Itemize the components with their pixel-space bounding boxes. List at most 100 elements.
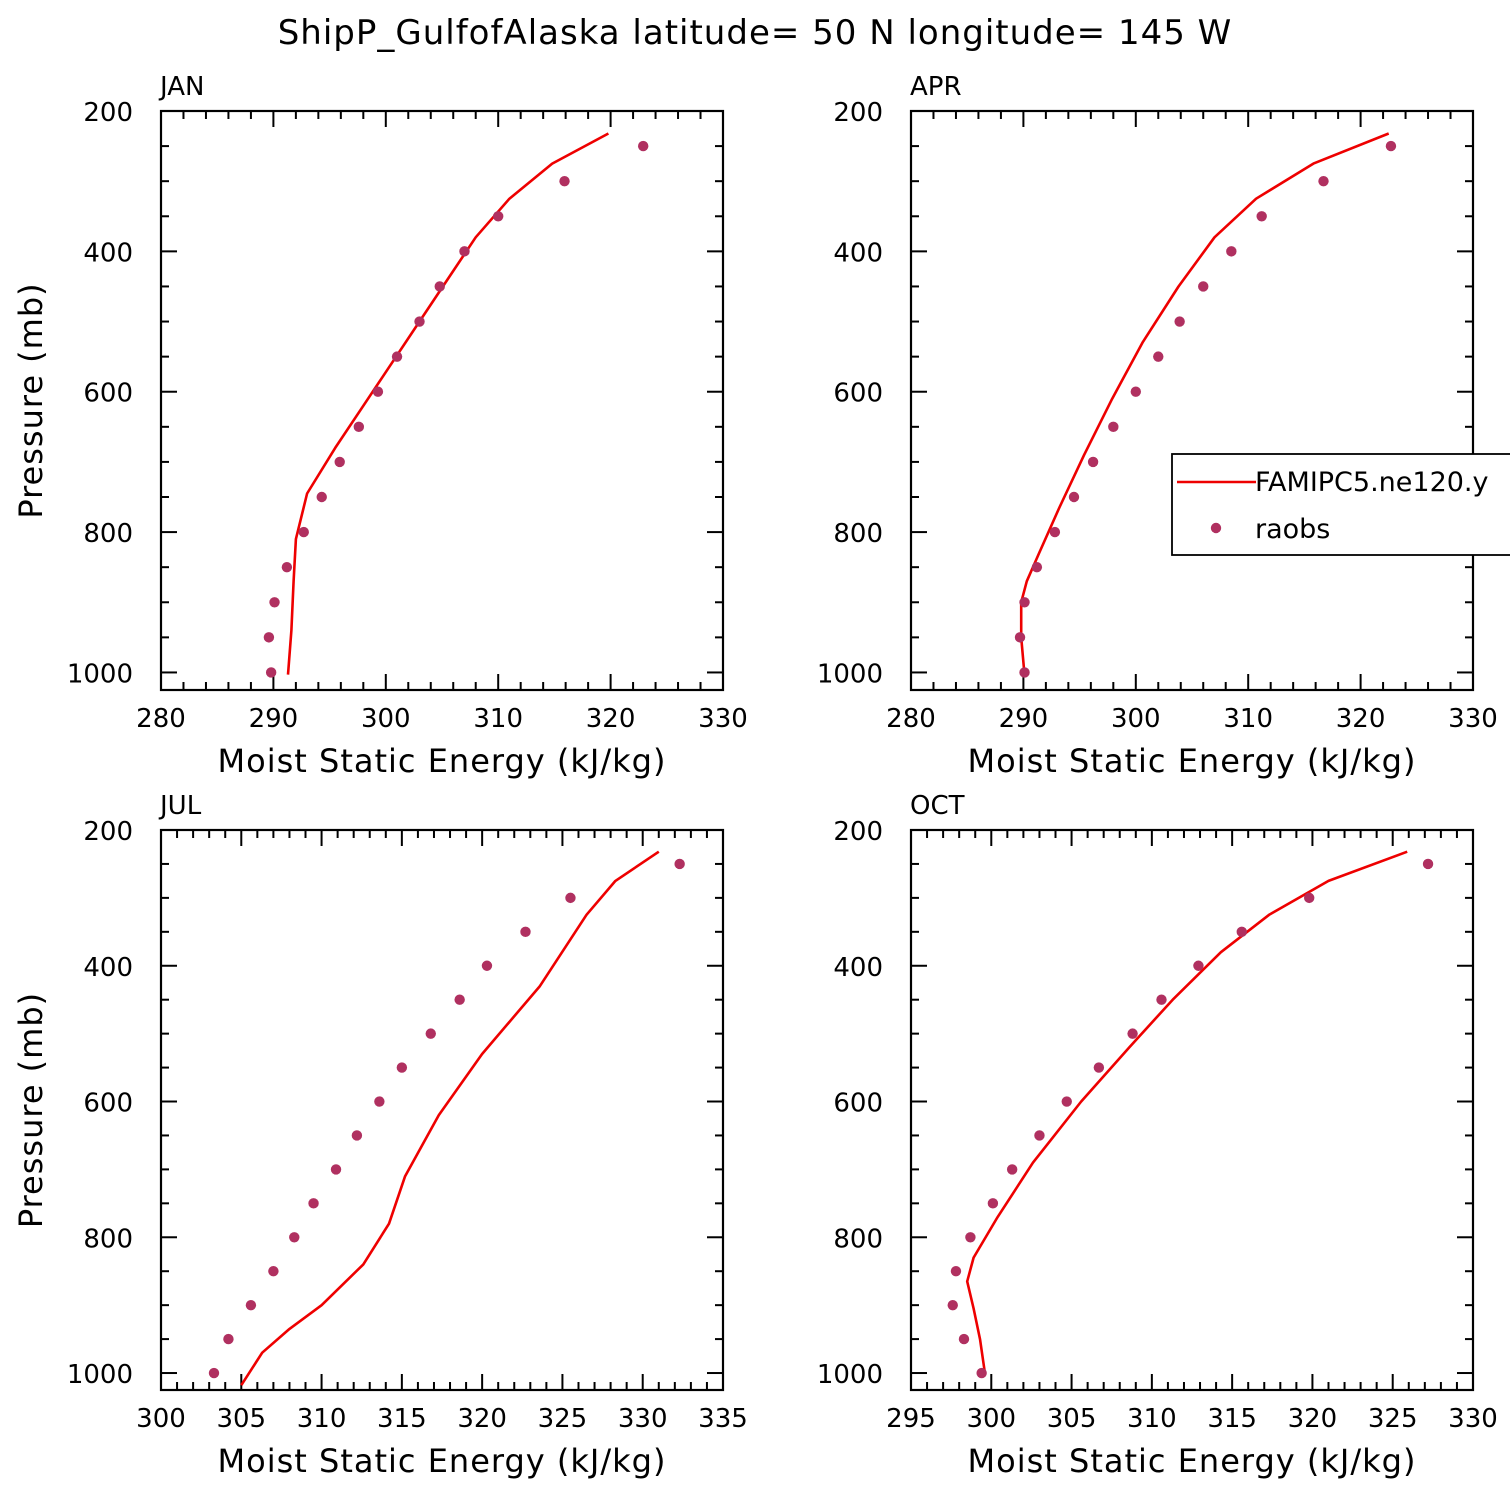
raobs-point xyxy=(947,1299,958,1311)
x-tick-label: 330 xyxy=(618,1404,668,1434)
raobs-point xyxy=(1019,667,1030,678)
raobs-point xyxy=(1153,351,1164,362)
raobs-point xyxy=(1256,211,1267,222)
y-tick-label: 200 xyxy=(833,98,883,128)
x-tick-label: 300 xyxy=(1111,704,1161,734)
raobs-point xyxy=(372,386,384,397)
x-tick-label: 290 xyxy=(999,704,1049,734)
panels: JAN 280 290 300 310 320 330 200 400 600 800 1000 Moi… xyxy=(12,72,1498,1480)
legend-label-raobs: raobs xyxy=(1255,514,1330,545)
raobs-point xyxy=(353,421,365,433)
x-tick-label: 320 xyxy=(586,704,636,734)
raobs-point xyxy=(459,246,470,257)
y-tick-label: 800 xyxy=(833,1224,883,1254)
x-tick-label: 310 xyxy=(297,1404,347,1434)
y-tick-label: 800 xyxy=(83,519,133,549)
raobs-point xyxy=(565,892,576,904)
x-tick-label: 320 xyxy=(1288,1404,1338,1434)
plot-area xyxy=(1014,132,1397,678)
y-tick-label: 400 xyxy=(83,238,133,268)
legend-box xyxy=(1171,453,1510,556)
x-tick-label: 330 xyxy=(698,704,748,734)
raobs-point xyxy=(334,456,345,468)
raobs-point xyxy=(281,561,293,573)
x-tick-label: 300 xyxy=(136,1404,186,1434)
x-tick-label: 310 xyxy=(473,704,523,734)
x-axis-label: Moist Static Energy (kJ/kg) xyxy=(218,742,667,780)
raobs-point xyxy=(950,1266,962,1277)
y-tick-label: 600 xyxy=(833,379,883,409)
x-axis-label: Moist Static Energy (kJ/kg) xyxy=(218,1442,667,1480)
x-tick-label: 305 xyxy=(216,1404,266,1434)
x-tick-label: 300 xyxy=(966,1404,1016,1434)
x-tick-label: 315 xyxy=(377,1404,427,1434)
raobs-point xyxy=(1193,960,1204,971)
raobs-point xyxy=(308,1198,319,1209)
raobs-point xyxy=(1061,1096,1072,1107)
raobs-point xyxy=(330,1164,342,1175)
x-tick-label: 335 xyxy=(698,1404,748,1434)
raobs-point xyxy=(1093,1062,1105,1073)
raobs-point xyxy=(1318,175,1329,187)
y-tick-label: 1000 xyxy=(817,1360,883,1390)
plot-frame xyxy=(909,828,1475,1392)
raobs-point xyxy=(454,994,465,1005)
y-tick-label: 200 xyxy=(83,817,133,847)
raobs-point xyxy=(425,1028,436,1039)
raobs-point xyxy=(1031,561,1043,573)
panel-jan: JAN 280 290 300 310 320 330 200 400 600 800 1000 Moi… xyxy=(12,72,748,780)
x-tick-label: 280 xyxy=(886,704,936,734)
y-tick-label: 600 xyxy=(833,1089,883,1119)
raobs-point xyxy=(1422,858,1434,870)
raobs-point xyxy=(1019,597,1030,608)
raobs-point xyxy=(1385,140,1397,152)
y-tick-label: 1000 xyxy=(67,1360,133,1390)
raobs-point xyxy=(1156,994,1167,1005)
raobs-point xyxy=(1198,281,1209,292)
x-tick-label: 280 xyxy=(136,704,186,734)
raobs-point xyxy=(374,1096,385,1107)
panel-label: APR xyxy=(910,72,962,102)
raobs-point xyxy=(520,926,531,938)
raobs-point xyxy=(1226,246,1237,257)
plot-frame xyxy=(909,109,1475,692)
plot-area xyxy=(208,850,685,1386)
raobs-point xyxy=(559,175,570,187)
legend: FAMIPC5.ne120.y raobs xyxy=(1171,453,1510,556)
raobs-point xyxy=(1006,1164,1018,1175)
raobs-point xyxy=(223,1333,234,1345)
x-tick-label: 300 xyxy=(361,704,411,734)
raobs-point xyxy=(965,1232,976,1243)
x-tick-label: 325 xyxy=(1368,1404,1418,1434)
y-tick-label: 200 xyxy=(833,817,883,847)
plot-area xyxy=(947,850,1434,1379)
legend-label-model: FAMIPC5.ne120.y xyxy=(1255,467,1489,498)
raobs-point xyxy=(351,1130,363,1141)
raobs-point xyxy=(263,632,275,643)
raobs-point xyxy=(1304,892,1315,904)
y-axis-label: Pressure (mb) xyxy=(12,282,50,518)
model-line xyxy=(286,132,610,675)
x-tick-label: 310 xyxy=(1127,1404,1177,1434)
raobs-point xyxy=(987,1198,999,1209)
x-tick-label: 310 xyxy=(1223,704,1273,734)
raobs-point xyxy=(1068,491,1080,503)
raobs-point xyxy=(289,1232,300,1243)
panel-label: OCT xyxy=(910,791,965,821)
raobs-point xyxy=(1174,316,1185,327)
raobs-point xyxy=(245,1299,257,1311)
raobs-point xyxy=(1130,386,1142,397)
raobs-point xyxy=(268,1266,279,1277)
model-line xyxy=(240,850,660,1386)
plot-area xyxy=(263,132,649,678)
raobs-point xyxy=(1108,421,1119,433)
y-tick-label: 600 xyxy=(83,379,133,409)
raobs-point xyxy=(637,140,649,152)
raobs-point xyxy=(1049,526,1061,538)
x-tick-label: 320 xyxy=(457,1404,507,1434)
y-axis-label: Pressure (mb) xyxy=(12,992,50,1228)
raobs-point xyxy=(1087,456,1099,468)
y-tick-label: 400 xyxy=(83,953,133,983)
